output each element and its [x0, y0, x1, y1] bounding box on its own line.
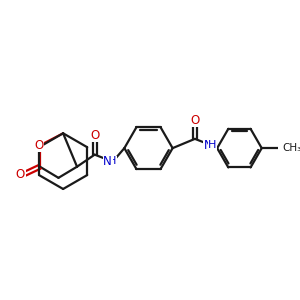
Text: N: N [203, 139, 212, 152]
Text: N: N [103, 154, 112, 168]
Text: O: O [190, 114, 200, 127]
Text: H: H [108, 156, 116, 166]
Text: H: H [208, 140, 217, 150]
Text: CH₃: CH₃ [282, 143, 300, 153]
Text: O: O [34, 139, 43, 152]
Text: O: O [16, 168, 25, 181]
Text: O: O [90, 129, 99, 142]
